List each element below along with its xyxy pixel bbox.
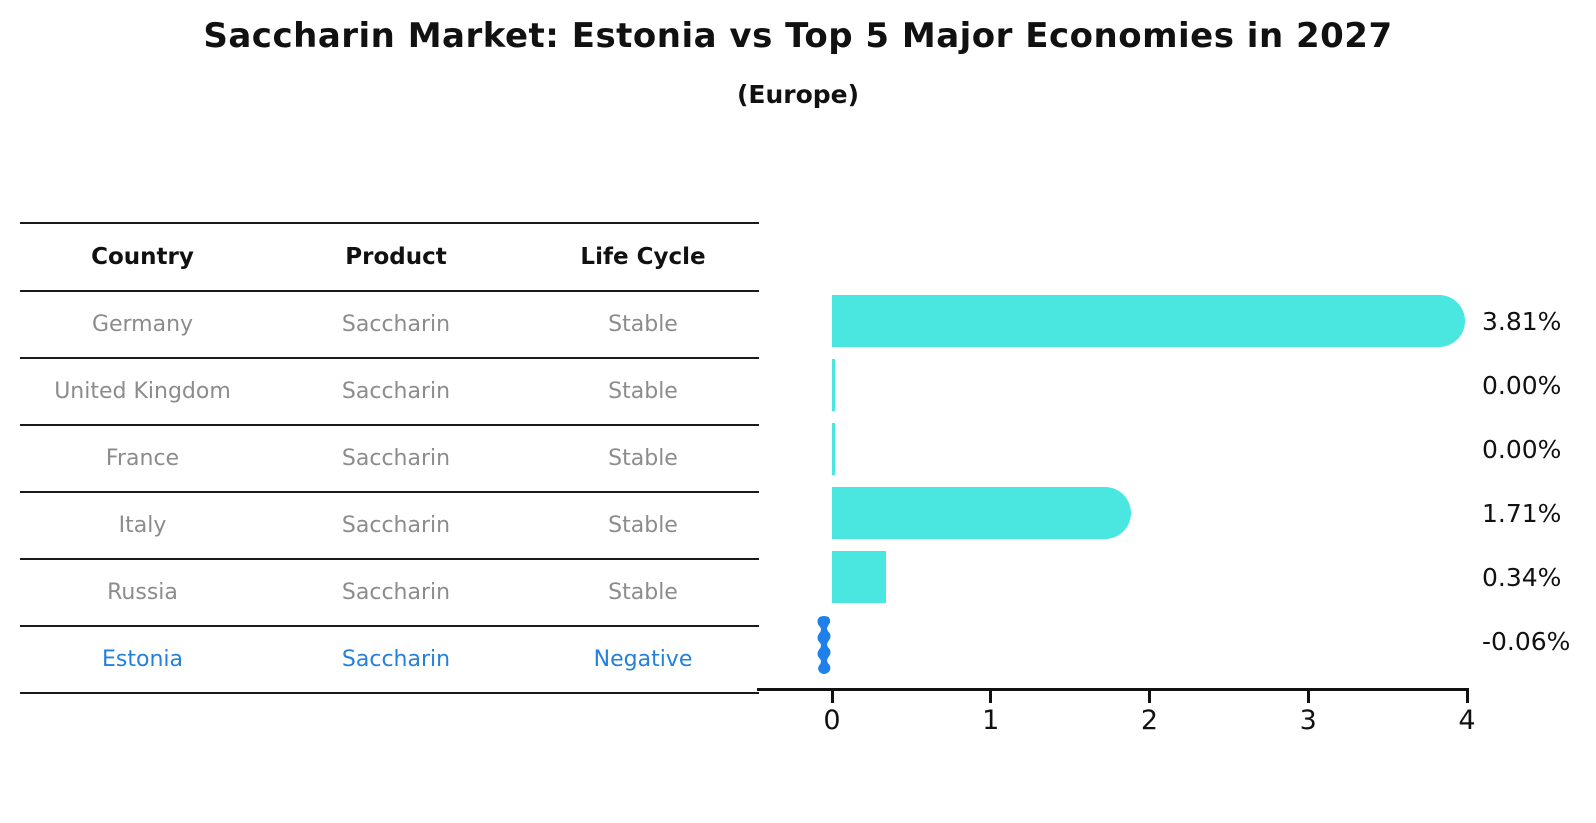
x-axis-tick	[1306, 691, 1310, 703]
value-label-united-kingdom: 0.00%	[1482, 370, 1562, 400]
value-label-estonia: -0.06%	[1482, 626, 1571, 656]
cell-life-cycle: Stable	[527, 425, 759, 493]
cell-life-cycle: Stable	[527, 559, 759, 627]
table-row: France Saccharin Stable	[20, 425, 759, 493]
value-label-italy: 1.71%	[1482, 498, 1562, 528]
cell-country: Estonia	[20, 626, 265, 694]
table-header-row: Country Product Life Cycle	[20, 222, 759, 292]
table-row: Italy Saccharin Stable	[20, 492, 759, 560]
column-header-product: Product	[265, 222, 527, 292]
bar-germany	[832, 295, 1465, 347]
table-row: Russia Saccharin Stable	[20, 559, 759, 627]
x-tick-label: 4	[1458, 705, 1476, 736]
cell-product: Saccharin	[265, 291, 527, 359]
bar-italy	[832, 487, 1132, 539]
country-table: Country Product Life Cycle Germany Sacch…	[20, 222, 759, 694]
cell-product: Saccharin	[265, 626, 527, 694]
value-label-france: 0.00%	[1482, 434, 1562, 464]
page-title: Saccharin Market: Estonia vs Top 5 Major…	[203, 16, 1393, 56]
x-axis-tick	[1465, 691, 1469, 703]
cell-life-cycle: Stable	[527, 492, 759, 560]
x-tick-label: 0	[823, 705, 841, 736]
cell-product: Saccharin	[265, 425, 527, 493]
column-header-country: Country	[20, 222, 265, 292]
x-tick-label: 1	[982, 705, 1000, 736]
cell-life-cycle: Stable	[527, 358, 759, 426]
cell-country: Italy	[20, 492, 265, 560]
bar-france	[832, 423, 835, 475]
cell-country: France	[20, 425, 265, 493]
bar-estonia	[817, 616, 831, 674]
cell-country: Russia	[20, 559, 265, 627]
cell-life-cycle: Negative	[527, 626, 759, 694]
value-label-germany: 3.81%	[1482, 306, 1562, 336]
value-label-russia: 0.34%	[1482, 562, 1562, 592]
x-axis-tick	[989, 691, 993, 703]
table-row-estonia: Estonia Saccharin Negative	[20, 626, 759, 694]
cell-product: Saccharin	[265, 559, 527, 627]
cell-country: United Kingdom	[20, 358, 265, 426]
cell-product: Saccharin	[265, 492, 527, 560]
cell-country: Germany	[20, 291, 265, 359]
bar-united-kingdom	[832, 359, 835, 411]
table-row: United Kingdom Saccharin Stable	[20, 358, 759, 426]
x-axis-tick	[1148, 691, 1151, 703]
table-row: Germany Saccharin Stable	[20, 291, 759, 359]
column-header-life-cycle: Life Cycle	[527, 222, 759, 292]
cell-life-cycle: Stable	[527, 291, 759, 359]
x-tick-label: 3	[1299, 705, 1317, 736]
x-axis-line	[757, 688, 1469, 691]
x-axis-tick	[830, 691, 834, 703]
bar-russia	[832, 551, 886, 603]
cell-product: Saccharin	[265, 358, 527, 426]
x-tick-label: 2	[1140, 705, 1159, 736]
page-subtitle: (Europe)	[736, 80, 860, 109]
